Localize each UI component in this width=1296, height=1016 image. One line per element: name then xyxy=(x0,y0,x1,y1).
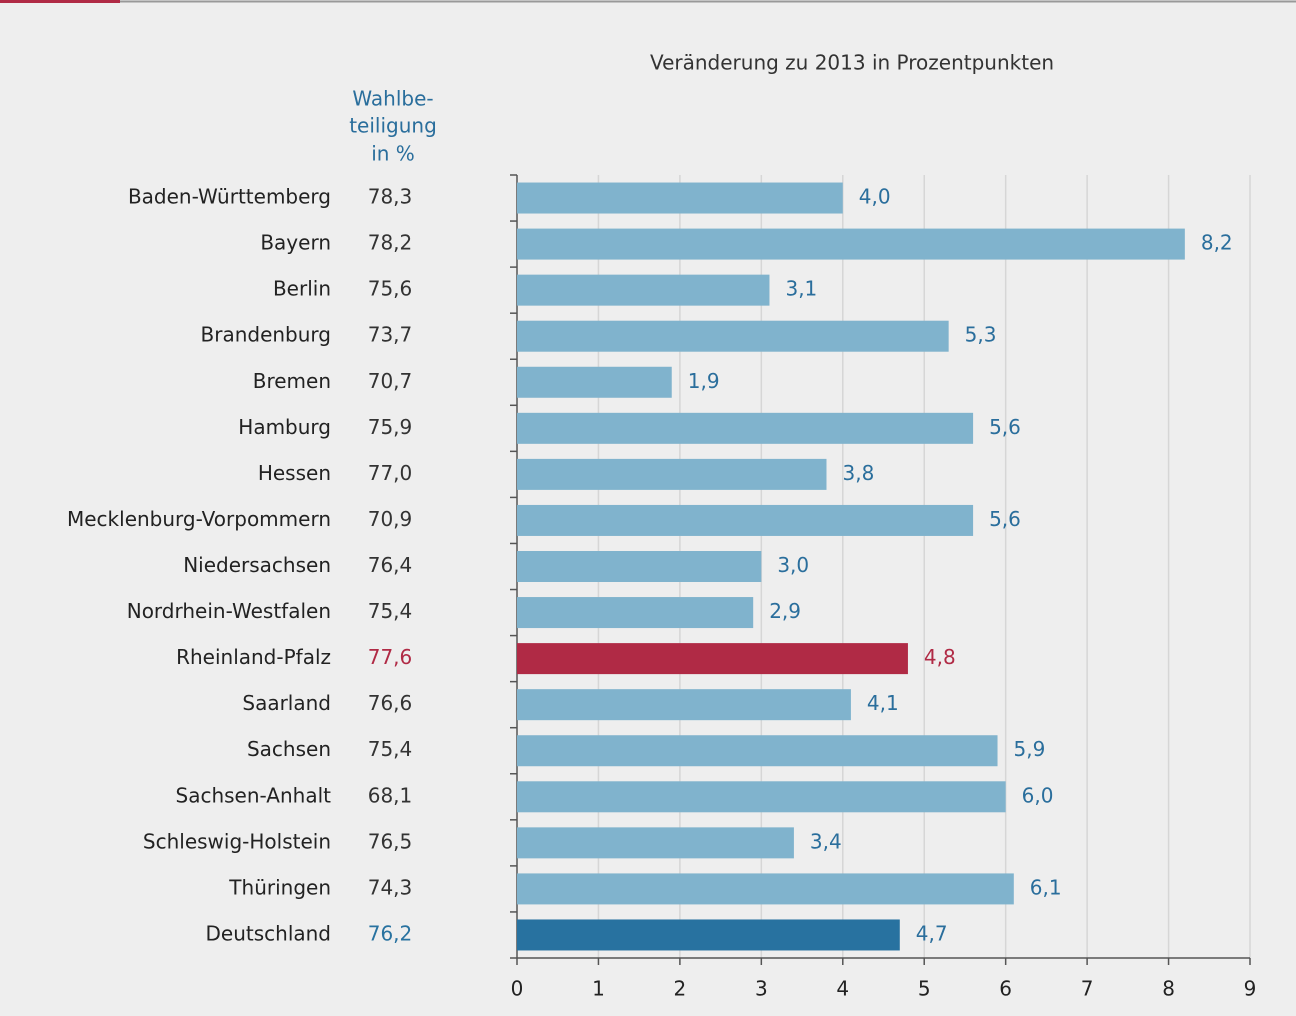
value-label: 6,1 xyxy=(1030,875,1062,899)
turnout-value: 78,3 xyxy=(368,185,413,209)
turnout-value: 78,2 xyxy=(368,231,413,255)
category-label: Brandenburg xyxy=(201,323,332,347)
category-label: Bayern xyxy=(260,231,331,255)
value-label: 3,0 xyxy=(777,553,809,577)
turnout-value: 75,6 xyxy=(368,277,413,301)
bar xyxy=(517,551,762,582)
turnout-value: 68,1 xyxy=(368,783,413,807)
value-label: 4,7 xyxy=(916,921,948,945)
category-label: Hamburg xyxy=(238,415,331,439)
category-label: Niedersachsen xyxy=(183,553,331,577)
turnout-value: 75,4 xyxy=(368,737,413,761)
value-label: 2,9 xyxy=(769,599,801,623)
category-label: Nordrhein-Westfalen xyxy=(127,599,331,623)
turnout-value: 75,9 xyxy=(368,415,413,439)
value-label: 3,4 xyxy=(810,829,842,853)
bar xyxy=(517,182,843,214)
turnout-value: 70,9 xyxy=(368,507,413,531)
value-label: 5,6 xyxy=(989,507,1021,531)
value-label: 4,1 xyxy=(867,691,899,715)
bar xyxy=(517,504,974,536)
turnout-value: 76,6 xyxy=(368,691,413,715)
value-label: 3,8 xyxy=(842,461,874,485)
turnout-value: 70,7 xyxy=(368,369,413,393)
bar xyxy=(517,320,949,352)
bar xyxy=(517,366,672,398)
turnout-value: 77,6 xyxy=(368,645,413,669)
category-label: Sachsen xyxy=(247,737,331,761)
value-label: 4,0 xyxy=(859,185,891,209)
value-label: 8,2 xyxy=(1201,231,1233,255)
value-label: 3,1 xyxy=(785,277,817,301)
value-label: 4,8 xyxy=(924,645,956,669)
bar xyxy=(517,597,754,629)
x-tick-label: 9 xyxy=(1244,977,1257,1001)
value-label: 5,6 xyxy=(989,415,1021,439)
value-label: 1,9 xyxy=(688,369,720,393)
chart-title: Veränderung zu 2013 in Prozentpunkten xyxy=(650,51,1054,75)
category-label: Deutschland xyxy=(206,921,332,945)
table-header: in % xyxy=(371,142,415,166)
x-tick-label: 8 xyxy=(1162,977,1175,1001)
category-label: Sachsen-Anhalt xyxy=(176,783,332,807)
category-label: Thüringen xyxy=(228,875,331,899)
value-label: 5,9 xyxy=(1014,737,1046,761)
category-label: Mecklenburg-Vorpommern xyxy=(67,507,331,531)
x-tick-label: 5 xyxy=(918,977,931,1001)
category-label: Berlin xyxy=(273,277,331,301)
category-label: Bremen xyxy=(253,369,331,393)
x-tick-label: 3 xyxy=(755,977,768,1001)
bar xyxy=(517,873,1014,905)
bar xyxy=(517,412,974,444)
turnout-value: 76,4 xyxy=(368,553,413,577)
bar xyxy=(517,458,827,490)
x-tick-label: 2 xyxy=(674,977,687,1001)
turnout-value: 76,5 xyxy=(368,829,413,853)
bar xyxy=(517,781,1006,813)
bar xyxy=(517,735,998,767)
turnout-value: 76,2 xyxy=(368,921,413,945)
category-label: Hessen xyxy=(258,461,331,485)
bar xyxy=(517,689,851,721)
category-label: Schleswig-Holstein xyxy=(143,829,331,853)
x-tick-label: 1 xyxy=(592,977,605,1001)
value-label: 5,3 xyxy=(965,323,997,347)
bar xyxy=(517,274,770,306)
table-header: Wahlbe- xyxy=(352,87,433,111)
x-tick-label: 4 xyxy=(836,977,849,1001)
bar xyxy=(517,228,1185,260)
table-header: teiligung xyxy=(349,114,437,138)
value-label: 6,0 xyxy=(1022,783,1054,807)
turnout-value: 74,3 xyxy=(368,875,413,899)
category-label: Rheinland-Pfalz xyxy=(176,645,331,669)
x-tick-label: 6 xyxy=(999,977,1012,1001)
x-tick-label: 0 xyxy=(511,977,524,1001)
turnout-value: 77,0 xyxy=(368,461,413,485)
bar xyxy=(517,643,908,675)
category-label: Saarland xyxy=(242,691,331,715)
bar xyxy=(517,919,900,951)
top-accent xyxy=(0,0,120,3)
x-tick-label: 7 xyxy=(1081,977,1094,1001)
turnout-value: 73,7 xyxy=(368,323,413,347)
bar xyxy=(517,827,794,859)
turnout-value: 75,4 xyxy=(368,599,413,623)
category-label: Baden-Württemberg xyxy=(128,185,331,209)
